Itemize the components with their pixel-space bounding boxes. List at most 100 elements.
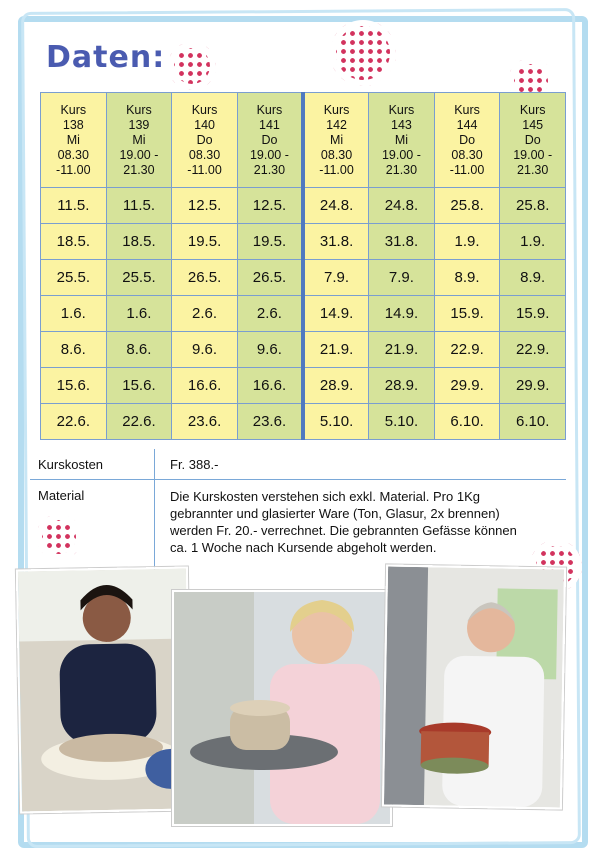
course-header-num: 145 [522,117,544,132]
course-header-num: 140 [194,117,215,132]
date-cell: 8.6. [40,331,107,368]
course-header-time1: 19.00 - [381,147,421,162]
course-header-kurs: Kurs [126,102,152,117]
date-cell: 15.9. [499,295,566,332]
date-cell: 5.10. [302,403,370,440]
date-cell: 8.6. [105,331,173,368]
material-line: gebrannter und glasierter Ware (Ton, Gla… [170,506,500,521]
course-header-day: Mi [394,132,409,147]
course-header-kurs: Kurs [519,102,546,117]
course-header-time2: -11.00 [56,162,91,177]
course-header-num: 144 [456,117,478,132]
date-cell: 31.8. [302,223,370,260]
course-header: Kurs 144 Do 08.30 -11.00 [433,92,501,188]
cost-row: Kurskosten Fr. 388.- [30,449,566,480]
course-header: Kurs 139 Mi 19.00 -21.30 [105,92,173,188]
material-label: Material [38,488,85,503]
course-header-time2: -11.00 [319,162,354,177]
date-cell: 26.5. [236,259,305,296]
decorative-frame [18,16,588,848]
course-header-time2: 21.30 [123,162,155,177]
table-row: 18.5. 18.5. 19.5. 19.5. 31.8. 31.8. 1.9. 1.9. [40,223,566,260]
course-header-time1: 08.30 [188,147,221,162]
course-header-day: Do [459,132,476,147]
course-header-time1: 19.00 - [249,147,289,162]
course-header: Kurs 140 Do 08.30 -11.00 [171,92,238,188]
date-cell: 22.9. [433,331,501,368]
photo-woman-at-wheel [15,566,193,814]
table-row: 22.6. 22.6. 23.6. 23.6. 5.10. 5.10. 6.10. 6.10. [40,403,566,440]
dot-circle-decoration [330,20,396,86]
date-cell: 15.6. [40,367,107,404]
course-header-time1: 08.30 [57,147,89,162]
date-cell: 1.6. [40,295,107,332]
course-header-time1: 08.30 [320,147,353,162]
date-cell: 25.5. [105,259,173,296]
course-header-time2: -11.00 [449,162,485,177]
course-header-day: Do [261,132,278,147]
date-cell: 23.6. [171,403,238,440]
date-cell: 12.5. [236,187,305,224]
date-cell: 8.9. [499,259,566,296]
course-header: Kurs 142 Mi 08.30 -11.00 [302,92,370,188]
date-cell: 15.6. [105,367,173,404]
photo-man-with-bowls [381,564,567,810]
dot-circle-decoration [168,42,216,90]
date-cell: 7.9. [302,259,370,296]
date-cell: 22.6. [40,403,107,440]
course-header-kurs: Kurs [191,102,218,117]
course-header-time1: 19.00 - [513,147,553,162]
course-header-time1: 08.30 [451,147,483,162]
date-cell: 6.10. [433,403,501,440]
course-header-day: Do [196,132,213,147]
date-cell: 16.6. [171,367,238,404]
date-cell: 26.5. [171,259,238,296]
date-cell: 6.10. [499,403,566,440]
date-cell: 8.9. [433,259,501,296]
course-header-day: Mi [329,132,344,147]
schedule-table: Kurs 138 Mi 08.30 -11.00 Kurs 139 Mi 19.00 -21.3… [40,92,566,440]
table-row: 15.6. 15.6. 16.6. 16.6. 28.9. 28.9. 29.9. 29.9. [40,367,566,404]
course-header-day: Mi [66,132,80,147]
date-cell: 29.9. [499,367,566,404]
date-cell: 9.6. [236,331,305,368]
date-cell: 15.9. [433,295,501,332]
cost-value: Fr. 388.- [170,456,219,472]
material-row: Material Die Kurskosten verstehen sich e… [30,480,566,556]
date-cell: 2.6. [171,295,238,332]
course-header-kurs: Kurs [323,102,350,117]
material-line: ca. 1 Woche nach Kursende abgeholt werde… [170,540,437,555]
date-cell: 12.5. [171,187,238,224]
date-cell: 21.9. [302,331,370,368]
date-cell: 28.9. [302,367,370,404]
date-cell: 11.5. [105,187,173,224]
date-cell: 22.6. [105,403,173,440]
course-header-kurs: Kurs [454,102,480,117]
dot-circle-decoration [36,514,82,560]
table-row: 11.5. 11.5. 12.5. 12.5. 24.8. 24.8. 25.8. 25.8. [40,187,566,224]
course-header-num: 141 [259,117,280,132]
date-cell: 24.8. [302,187,370,224]
date-cell: 16.6. [236,367,305,404]
date-cell: 23.6. [236,403,305,440]
date-cell: 28.9. [368,367,435,404]
course-header-num: 142 [326,117,347,132]
course-header-num: 139 [128,117,150,132]
date-cell: 1.9. [433,223,501,260]
course-header: Kurs 138 Mi 08.30 -11.00 [40,92,107,188]
course-header: Kurs 145 Do 19.00 -21.30 [499,92,566,188]
date-cell: 22.9. [499,331,566,368]
course-header-time1: 19.00 - [119,147,159,162]
date-cell: 19.5. [236,223,305,260]
cost-label: Kurskosten [38,456,104,472]
material-line: werden Fr. 20.- verrechnet. Die gebrannt… [170,523,517,538]
course-header-kurs: Kurs [256,102,283,117]
date-cell: 19.5. [171,223,238,260]
course-header-time2: 21.30 [385,162,418,177]
date-cell: 7.9. [368,259,435,296]
course-header-day: Mi [132,132,146,147]
date-cell: 24.8. [368,187,435,224]
info-divider [154,449,155,573]
course-header-kurs: Kurs [388,102,415,117]
date-cell: 25.8. [433,187,501,224]
